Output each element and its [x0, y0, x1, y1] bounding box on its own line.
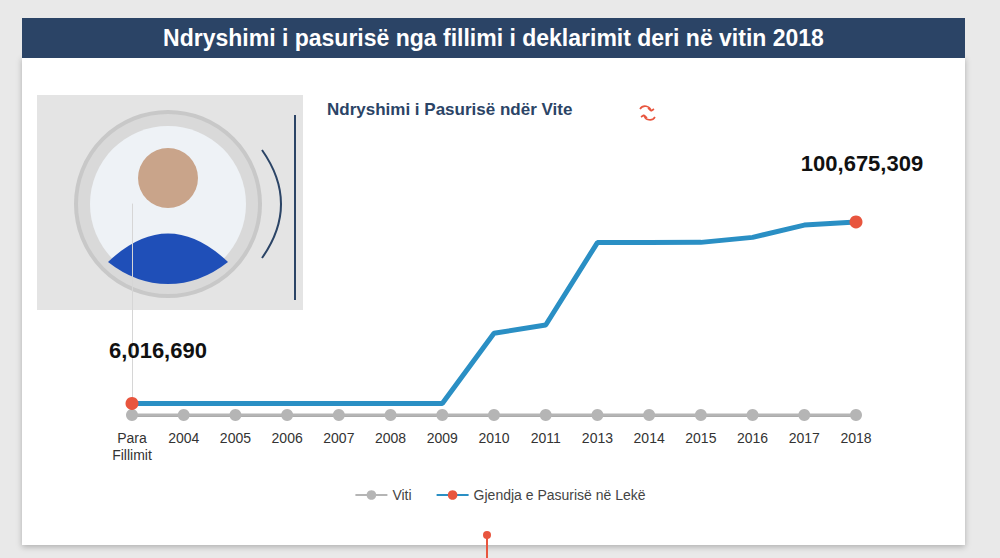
svg-text:2013: 2013: [582, 430, 613, 446]
svg-text:2004: 2004: [168, 430, 199, 446]
svg-text:2018: 2018: [840, 430, 871, 446]
svg-text:2017: 2017: [789, 430, 820, 446]
svg-text:2006: 2006: [272, 430, 303, 446]
svg-text:6,016,690: 6,016,690: [109, 338, 207, 363]
svg-text:2008: 2008: [375, 430, 406, 446]
svg-text:2009: 2009: [427, 430, 458, 446]
html-text:Ndryshimi i Pasurisë ndër Vite: Ndryshimi i Pasurisë ndër Vite: [327, 100, 573, 119]
svg-text:2015: 2015: [685, 430, 716, 446]
svg-text:2005: 2005: [220, 430, 251, 446]
svg-text:2007: 2007: [323, 430, 354, 446]
svg-text:2010: 2010: [478, 430, 509, 446]
svg-text:Fillimit: Fillimit: [112, 447, 152, 463]
svg-text:Para: Para: [117, 430, 147, 446]
svg-text:Viti: Viti: [392, 487, 411, 503]
svg-text:Gjendja e Pasurisë në Lekë: Gjendja e Pasurisë në Lekë: [474, 487, 646, 503]
svg-text:2014: 2014: [634, 430, 665, 446]
svg-text:2016: 2016: [737, 430, 768, 446]
svg-text:100,675,309: 100,675,309: [801, 151, 923, 176]
html-text:Ndryshimi i pasurisë nga filli: Ndryshimi i pasurisë nga fillimi i dekla…: [163, 25, 824, 51]
svg-text:2011: 2011: [531, 430, 561, 446]
